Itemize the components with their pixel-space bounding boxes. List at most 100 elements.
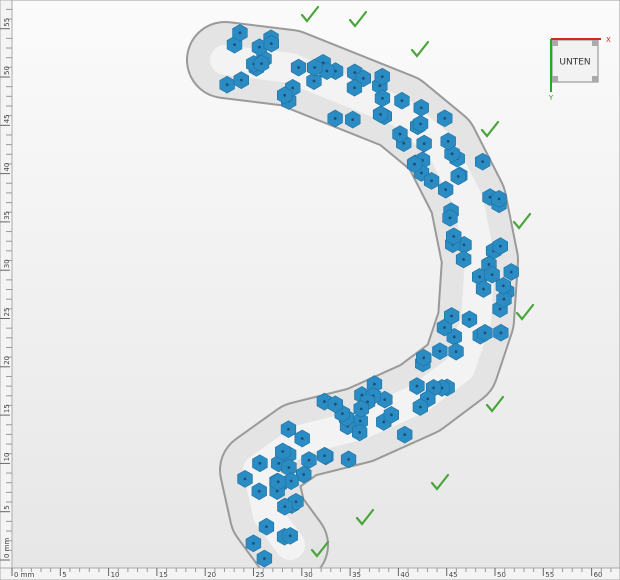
- hex-center: [422, 142, 426, 145]
- hex-center: [322, 400, 326, 403]
- hex-center: [462, 258, 466, 261]
- hex-center: [359, 407, 363, 411]
- hex-center: [297, 66, 300, 69]
- hex-center: [373, 382, 376, 386]
- hex-center: [251, 541, 255, 545]
- hex-center: [482, 287, 485, 291]
- hex-center: [283, 505, 287, 509]
- ruler-label: 55: [545, 571, 554, 579]
- hex-center: [478, 275, 482, 279]
- hex-center: [307, 458, 311, 462]
- hex-center: [288, 534, 292, 538]
- hex-center: [243, 477, 247, 481]
- ruler-label: 35: [352, 571, 361, 579]
- hex-center: [398, 132, 402, 136]
- cube-corner: [552, 40, 558, 46]
- ruler-label: 10: [111, 571, 120, 579]
- hex-center: [281, 450, 285, 453]
- hex-center: [258, 461, 262, 465]
- hex-center: [444, 188, 448, 192]
- left-ruler: [0, 0, 13, 569]
- hex-center: [366, 400, 369, 404]
- hex-center: [262, 557, 266, 560]
- hex-center: [402, 141, 406, 145]
- ruler-label: 40: [3, 163, 11, 172]
- hex-center: [225, 83, 229, 87]
- view-cube[interactable]: X Y UNTEN: [548, 36, 611, 102]
- hex-center: [448, 216, 452, 220]
- checkmark: [300, 5, 320, 23]
- hex-center: [300, 437, 304, 440]
- checkmark: [515, 303, 535, 321]
- hex-center: [258, 45, 261, 49]
- checkmark: [348, 10, 368, 28]
- hex-center: [501, 284, 505, 288]
- hex-center: [462, 243, 466, 247]
- hex-center: [333, 117, 337, 120]
- ruler-label: 50: [497, 571, 506, 579]
- cube-corner: [592, 40, 598, 46]
- hex-center: [490, 273, 494, 277]
- hex-center: [360, 393, 364, 397]
- hex-center: [426, 397, 430, 401]
- hex-center: [353, 86, 356, 90]
- hex-center: [378, 84, 382, 88]
- hex-center: [257, 489, 261, 493]
- cube-face[interactable]: [551, 39, 599, 83]
- hex-center: [446, 139, 450, 143]
- hex-center: [443, 326, 446, 329]
- hex-center: [443, 116, 447, 120]
- hex-center: [499, 331, 503, 335]
- hex-center: [452, 234, 456, 238]
- ruler-label: 0 mm: [14, 571, 34, 579]
- hex-center: [498, 244, 502, 248]
- checkmark: [310, 540, 330, 558]
- hex-center: [488, 195, 492, 199]
- hex-center: [323, 454, 326, 458]
- checkmark: [480, 120, 500, 138]
- checkmark: [485, 395, 505, 413]
- hex-center: [287, 466, 291, 469]
- checkmark: [355, 508, 375, 526]
- ruler-label: 60: [594, 571, 603, 579]
- ruler-label: 20: [207, 571, 216, 579]
- ruler-label: 50: [3, 66, 11, 75]
- ruler-label: 55: [3, 18, 11, 27]
- ruler-label: 25: [3, 308, 11, 317]
- ruler-label: 0 mm: [3, 538, 11, 558]
- ruler-label: 10: [3, 452, 11, 461]
- hex-center: [358, 419, 362, 423]
- dental-model: [186, 21, 519, 580]
- hex-center: [291, 86, 295, 90]
- ruler-label: 15: [3, 404, 11, 413]
- checkmark: [512, 212, 532, 230]
- hex-center: [452, 335, 456, 339]
- cube-label: UNTEN: [559, 58, 590, 68]
- y-axis-label: Y: [548, 94, 554, 102]
- hex-center: [400, 99, 404, 103]
- hex-center: [383, 398, 387, 402]
- ruler-label: 30: [3, 259, 11, 268]
- hex-center: [265, 525, 268, 529]
- cube-corner: [552, 76, 558, 82]
- hex-center: [283, 93, 287, 97]
- ruler-label: 45: [449, 571, 458, 579]
- hex-center: [389, 413, 393, 417]
- hex-center: [379, 112, 382, 116]
- hex-center: [381, 96, 384, 100]
- hex-center: [502, 297, 506, 301]
- checkmarks: [300, 5, 535, 558]
- hex-center: [454, 350, 458, 353]
- hex-center: [302, 473, 306, 476]
- hex-center: [325, 69, 329, 73]
- hex-center: [353, 71, 357, 74]
- hex-center: [497, 197, 501, 201]
- hex-center: [422, 356, 426, 360]
- hex-center: [420, 171, 423, 175]
- cube-corner: [592, 76, 598, 82]
- checkmark: [410, 40, 430, 58]
- hex-center: [287, 427, 290, 431]
- hex-center: [313, 66, 317, 69]
- checkmark: [430, 473, 450, 491]
